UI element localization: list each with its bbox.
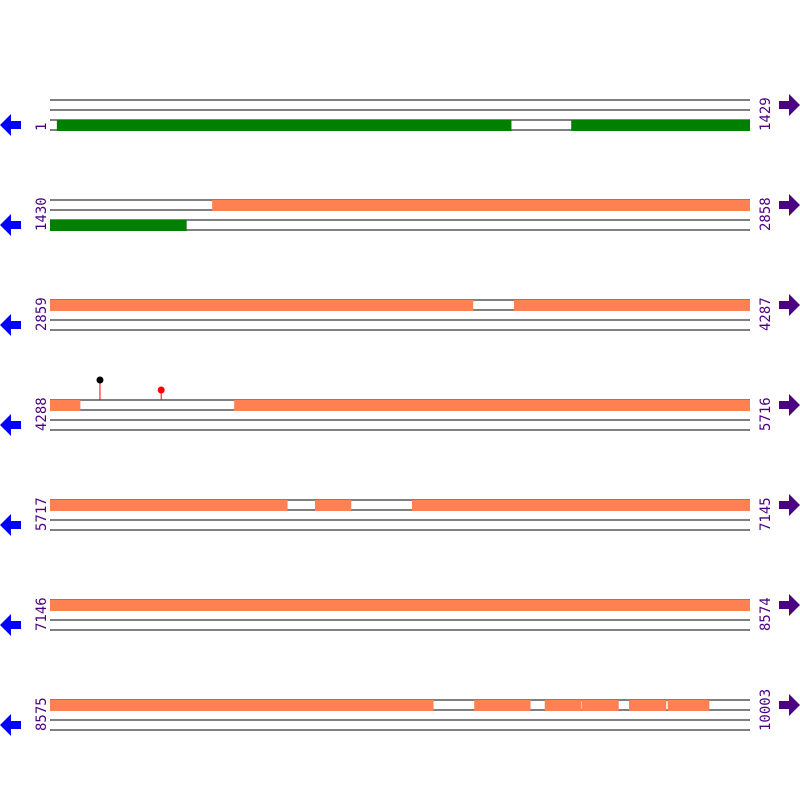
feature-segment xyxy=(50,400,81,411)
forward-strand-arrow-icon xyxy=(779,694,800,716)
reverse-strand-arrow-icon xyxy=(0,414,21,436)
marker-head xyxy=(96,376,104,384)
reverse-strand-arrow-icon xyxy=(0,514,21,536)
reverse-strand-arrow-icon xyxy=(0,214,21,236)
feature-segment xyxy=(629,700,667,711)
row-start-label: 1430 xyxy=(34,197,50,231)
feature-segment xyxy=(234,400,750,411)
row-start-label: 7146 xyxy=(34,597,50,631)
row-end-label: 5716 xyxy=(758,397,774,431)
feature-segment xyxy=(50,500,288,511)
forward-strand-arrow-icon xyxy=(779,294,800,316)
row-start-label: 2859 xyxy=(34,297,50,331)
feature-segment xyxy=(50,700,434,711)
feature-segment xyxy=(581,700,619,711)
row-end-label: 4287 xyxy=(758,297,774,331)
row-start-label: 1 xyxy=(34,123,50,131)
row-start-label: 8575 xyxy=(34,697,50,731)
feature-segment xyxy=(544,700,582,711)
feature-segment xyxy=(667,700,710,711)
forward-strand-arrow-icon xyxy=(779,494,800,516)
cds-segment xyxy=(56,120,512,131)
reverse-strand-arrow-icon xyxy=(0,714,21,736)
reverse-strand-arrow-icon xyxy=(0,314,21,336)
feature-segment xyxy=(513,300,750,311)
row-end-label: 1429 xyxy=(758,97,774,131)
feature-segment xyxy=(50,300,474,311)
row-end-label: 7145 xyxy=(758,497,774,531)
cds-segment xyxy=(50,220,187,231)
row-start-label: 5717 xyxy=(34,497,50,531)
cds-segment xyxy=(571,120,750,131)
reverse-strand-arrow-icon xyxy=(0,114,21,136)
row-end-label: 2858 xyxy=(758,197,774,231)
marker-head xyxy=(157,386,165,394)
feature-segment xyxy=(474,700,531,711)
row-start-label: 4288 xyxy=(34,397,50,431)
feature-segment xyxy=(50,600,750,611)
feature-segment xyxy=(315,500,352,511)
feature-segment xyxy=(212,200,750,211)
row-end-label: 8574 xyxy=(758,597,774,631)
feature-segment xyxy=(412,500,750,511)
forward-strand-arrow-icon xyxy=(779,94,800,116)
forward-strand-arrow-icon xyxy=(779,394,800,416)
forward-strand-arrow-icon xyxy=(779,194,800,216)
forward-strand-arrow-icon xyxy=(779,594,800,616)
reverse-strand-arrow-icon xyxy=(0,614,21,636)
row-end-label: 10003 xyxy=(758,689,774,731)
